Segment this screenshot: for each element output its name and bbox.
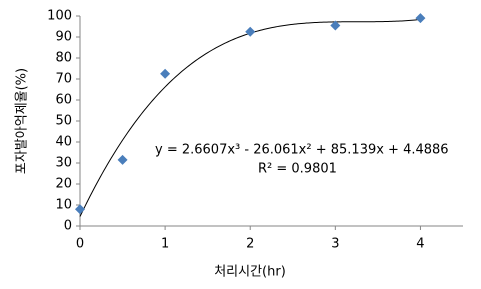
y-tick-label: 30 — [55, 156, 72, 171]
y-axis-title: 포자발아억제율(%) — [15, 68, 30, 174]
x-tick-label: 1 — [161, 237, 169, 252]
data-point — [245, 26, 256, 37]
y-tick-label: 40 — [55, 135, 72, 150]
y-tick-label: 10 — [55, 198, 72, 213]
y-tick-label: 80 — [55, 51, 72, 66]
trendline-equation: y = 2.6607x³ - 26.061x² + 85.139x + 4.48… — [155, 143, 449, 158]
data-point — [415, 13, 426, 24]
x-tick-label: 4 — [416, 237, 424, 252]
y-tick-label: 100 — [47, 9, 72, 24]
data-point — [117, 154, 128, 165]
data-point — [160, 68, 171, 79]
trendline — [79, 18, 421, 217]
y-tick-label: 0 — [64, 219, 72, 234]
y-tick-label: 50 — [55, 114, 72, 129]
x-tick-label: 3 — [331, 237, 339, 252]
y-tick-label: 60 — [55, 93, 72, 108]
y-tick-label: 90 — [55, 30, 72, 45]
x-axis-title: 처리시간(hr) — [214, 265, 286, 280]
data-point — [330, 20, 341, 31]
r-squared: R² = 0.9801 — [258, 162, 337, 177]
y-tick-label: 70 — [55, 72, 72, 87]
x-tick-label: 0 — [76, 237, 84, 252]
data-point — [75, 204, 85, 215]
x-tick-label: 2 — [246, 237, 254, 252]
y-tick-label: 20 — [55, 177, 72, 192]
